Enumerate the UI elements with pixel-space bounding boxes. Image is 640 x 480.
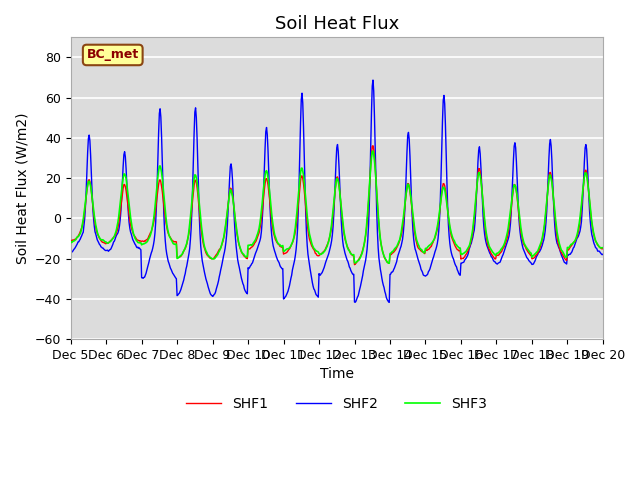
Y-axis label: Soil Heat Flux (W/m2): Soil Heat Flux (W/m2) — [15, 112, 29, 264]
Line: SHF1: SHF1 — [70, 146, 603, 264]
X-axis label: Time: Time — [320, 367, 354, 382]
Legend: SHF1, SHF2, SHF3: SHF1, SHF2, SHF3 — [181, 391, 493, 417]
Line: SHF2: SHF2 — [70, 80, 603, 302]
Title: Soil Heat Flux: Soil Heat Flux — [275, 15, 399, 33]
Text: BC_met: BC_met — [86, 48, 139, 61]
Line: SHF3: SHF3 — [70, 151, 603, 263]
